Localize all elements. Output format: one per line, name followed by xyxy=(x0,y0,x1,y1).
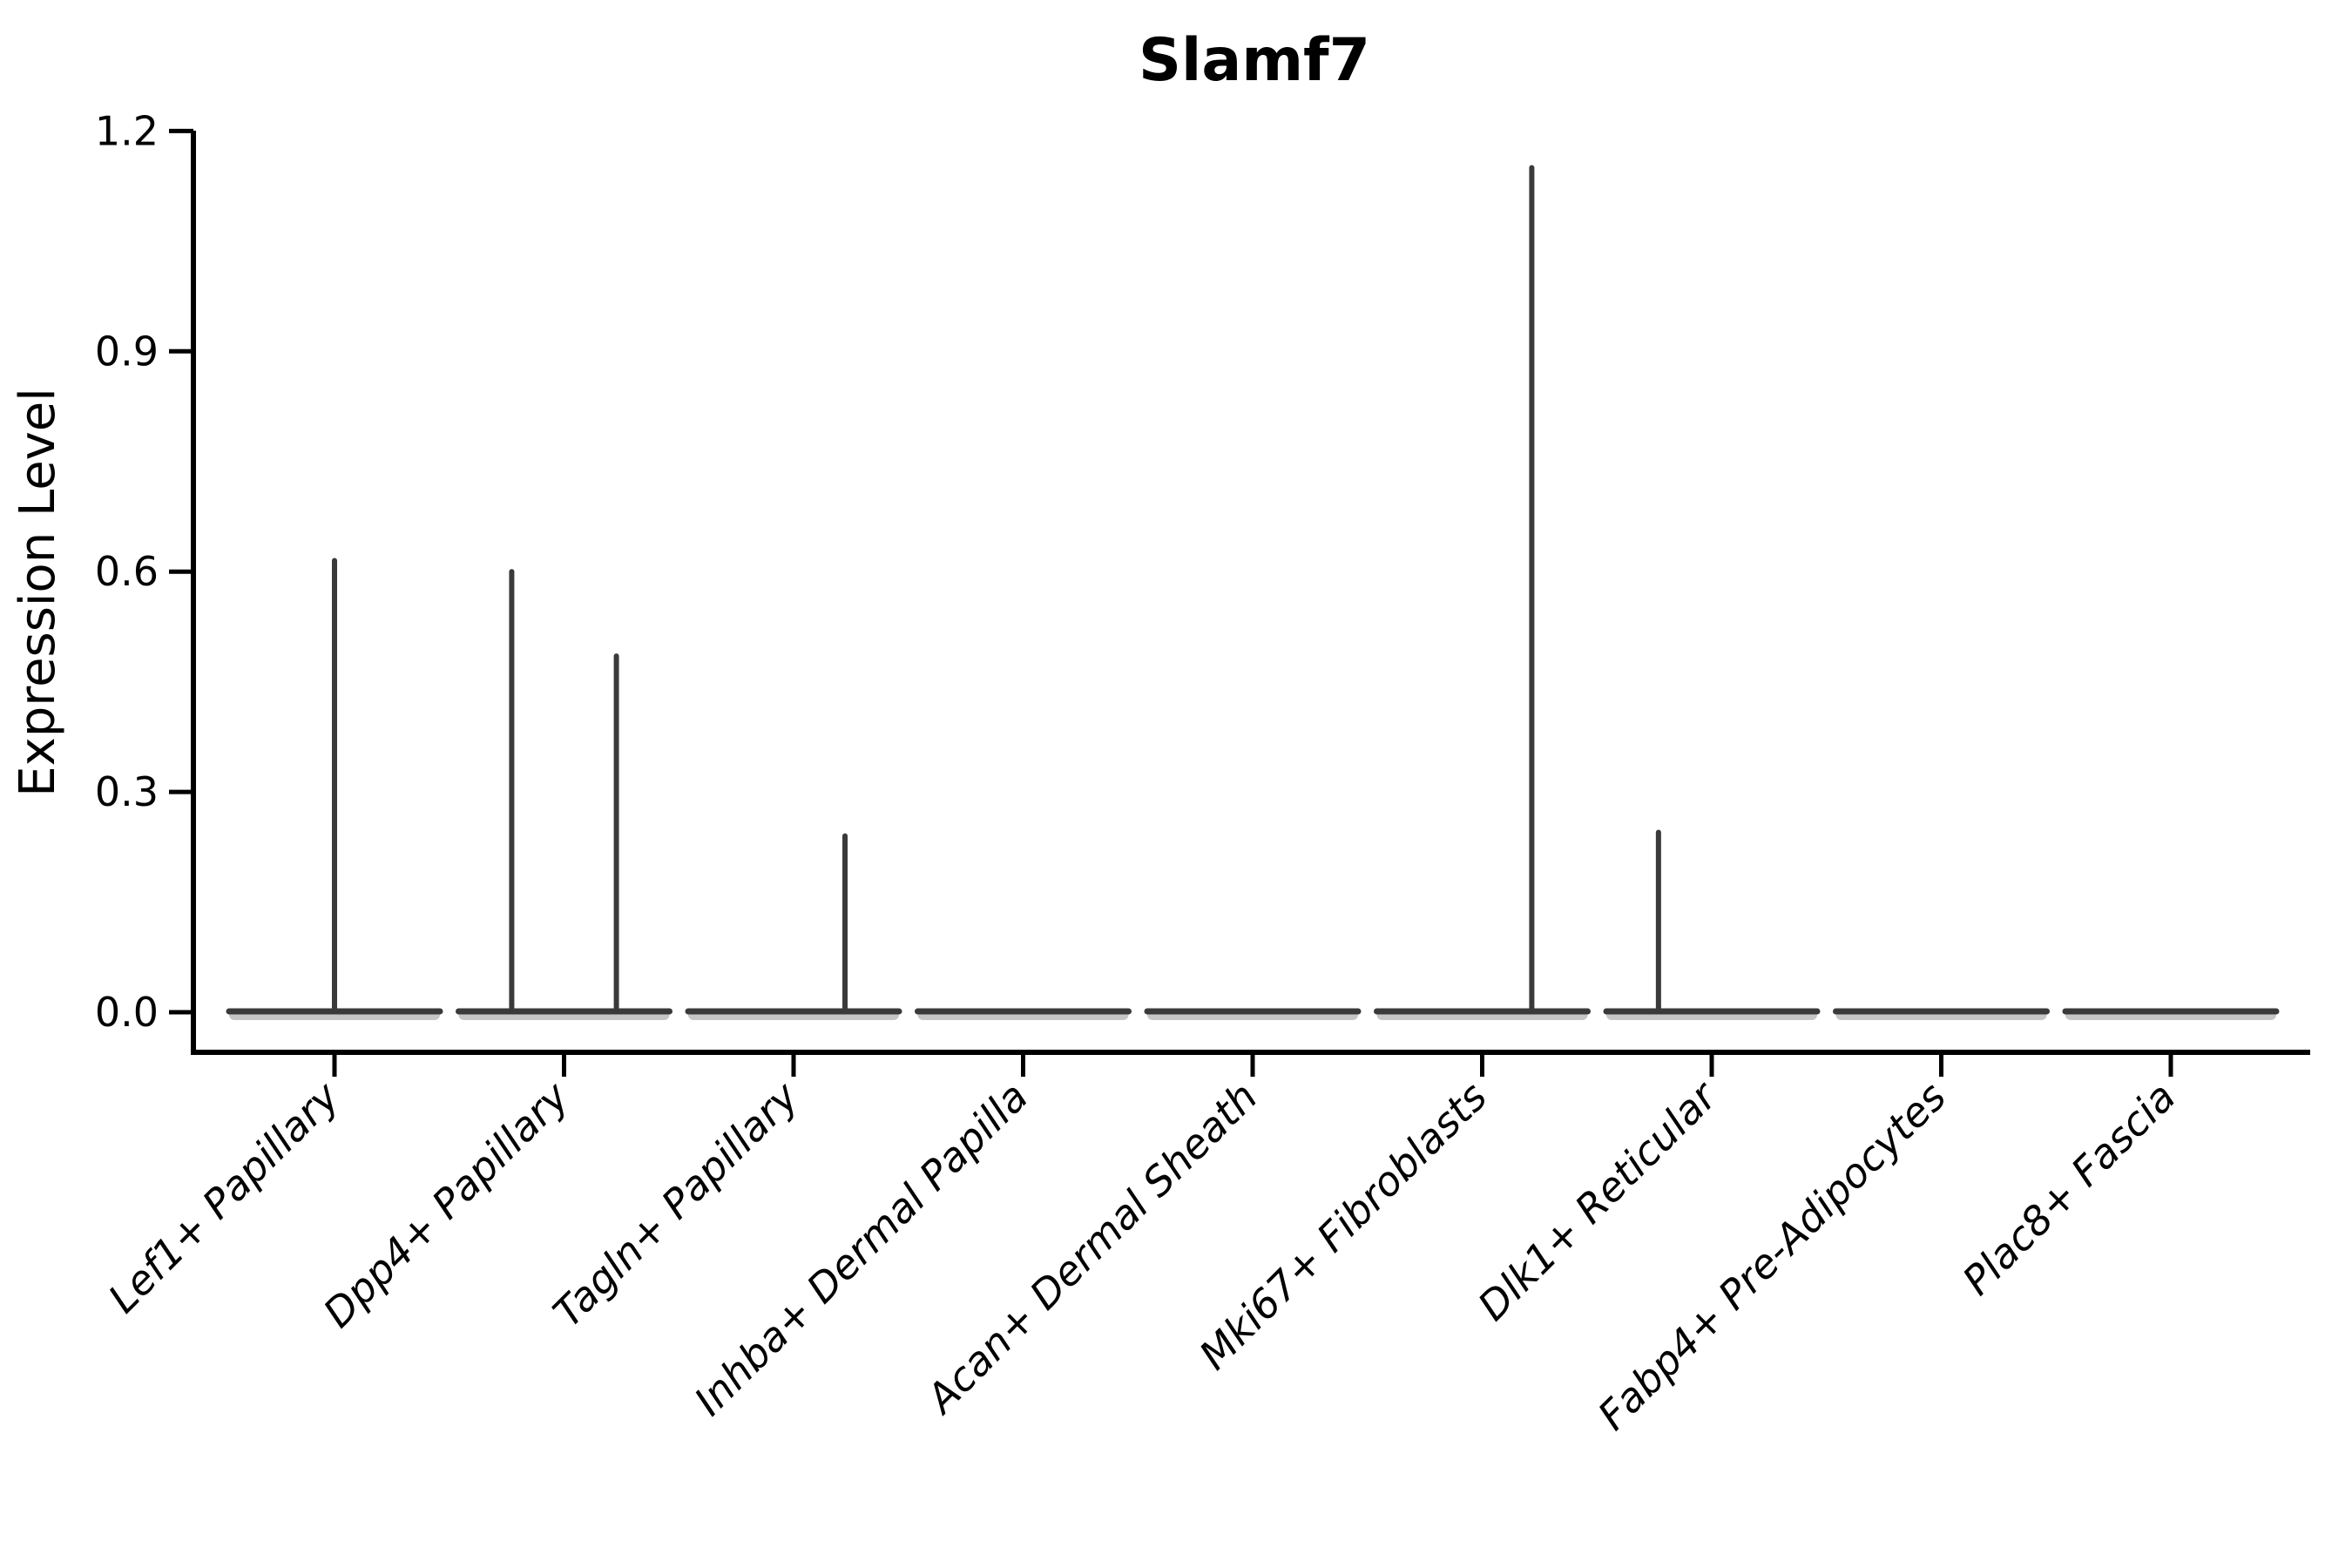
violin xyxy=(226,558,443,1020)
axes-layer xyxy=(169,128,2310,1077)
violin xyxy=(1833,1008,2050,1020)
violin xyxy=(2062,1008,2280,1020)
violin xyxy=(1603,829,1821,1020)
y-tick-label: 0.6 xyxy=(95,548,159,595)
y-tick-labels-layer: 0.0 0.3 0.6 0.9 1.2 xyxy=(95,107,159,1036)
chart-title: Slamf7 xyxy=(1139,26,1370,95)
y-tick-label: 0.0 xyxy=(95,989,159,1036)
violin xyxy=(1144,1008,1362,1020)
x-tick-label: Lef1+ Papillary xyxy=(99,1072,348,1321)
x-tick-label: Dpp4+ Papillary xyxy=(314,1072,578,1336)
violin xyxy=(915,1008,1132,1020)
y-axis-label: Expression Level xyxy=(10,388,66,797)
y-tick-label: 0.9 xyxy=(95,328,159,375)
violin xyxy=(456,569,672,1020)
violin xyxy=(685,833,902,1020)
y-tick-label: 0.3 xyxy=(95,768,159,815)
x-tick-label: Tagln+ Papillary xyxy=(544,1072,808,1336)
x-tick-label: Plac8+ Fascia xyxy=(1953,1073,2184,1304)
violin xyxy=(1374,165,1591,1020)
violins-layer xyxy=(226,165,2280,1020)
y-tick-label: 1.2 xyxy=(95,107,159,154)
x-tick-label: Dlk1+ Reticular xyxy=(1469,1071,1727,1329)
